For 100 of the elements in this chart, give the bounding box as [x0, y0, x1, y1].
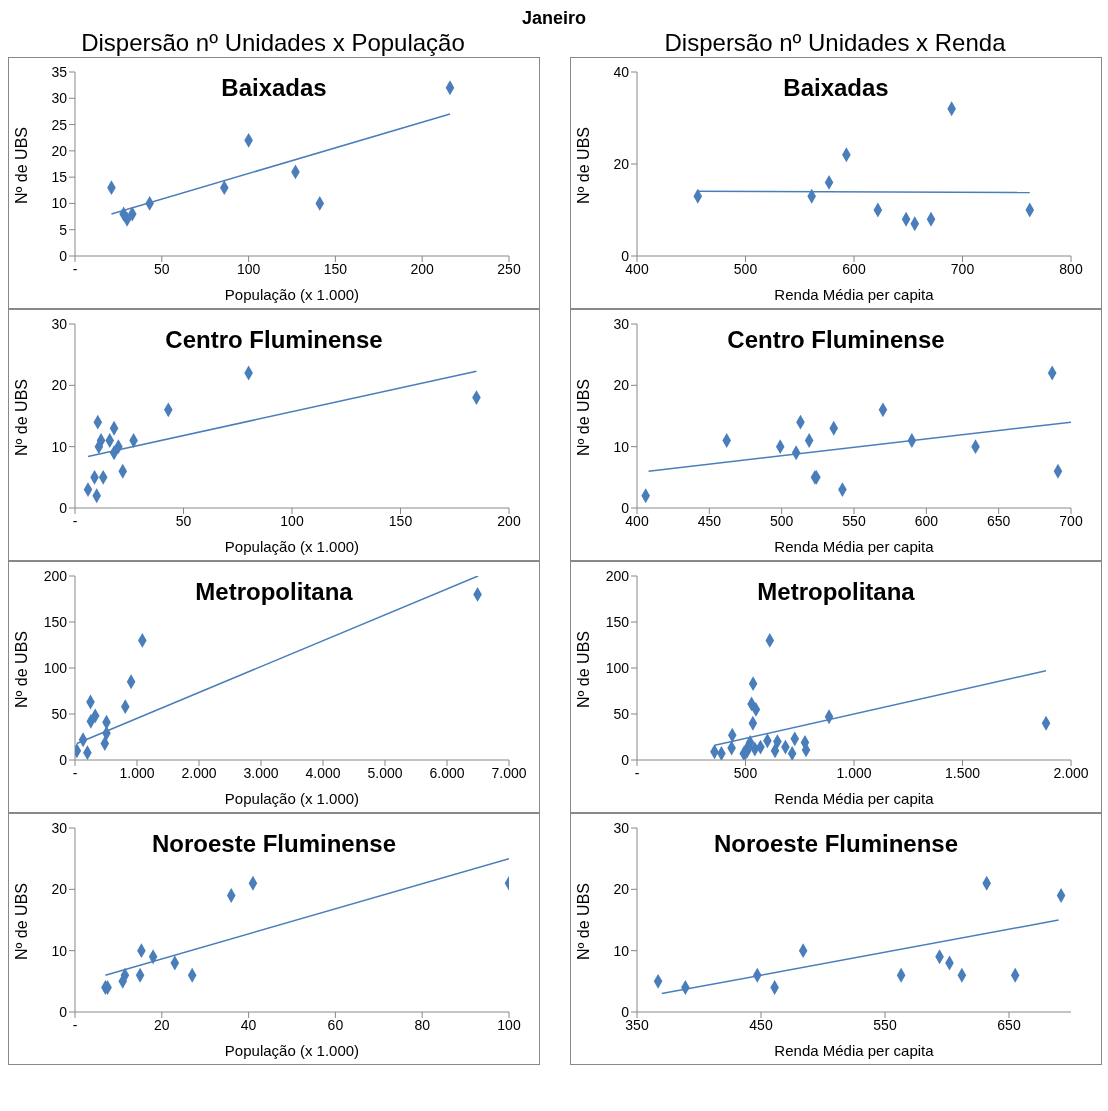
x-tick-label: 500: [733, 764, 758, 781]
y-tick-label: 0: [59, 247, 68, 264]
x-tick-label: 50: [175, 512, 192, 529]
x-tick-label: 5.000: [367, 764, 403, 781]
x-tick-label: 200: [497, 512, 521, 529]
x-tick-label: 650: [986, 512, 1011, 529]
x-tick-label: 800: [1059, 260, 1083, 277]
point: [787, 746, 797, 760]
chart-title: Centro Fluminense: [727, 326, 945, 353]
y-axis-title: Nº de UBS: [574, 379, 592, 456]
x-tick-label: 2.000: [181, 764, 217, 781]
x-tick-label: -: [72, 764, 78, 781]
x-tick-label: 650: [997, 1016, 1021, 1033]
y-tick-label: 5: [59, 221, 68, 238]
y-tick-label: 20: [613, 155, 630, 172]
y-tick-label: 0: [621, 751, 630, 768]
x-tick-label: 1.500: [944, 764, 981, 781]
x-tick-label: 200: [410, 260, 435, 277]
y-tick-label: 200: [43, 567, 68, 584]
chart-title: Noroeste Fluminense: [151, 830, 397, 857]
y-tick-label: 0: [59, 1003, 68, 1020]
x-tick-label: 450: [749, 1016, 773, 1033]
x-tick-label: 100: [280, 512, 304, 529]
y-tick-label: 30: [51, 819, 68, 836]
x-tick-label: 600: [914, 512, 939, 529]
text: Janeiro: [521, 8, 587, 29]
chart-title: Metropolitana: [757, 578, 915, 605]
y-axis-title: Nº de UBS: [574, 631, 592, 708]
y-tick-label: 15: [51, 169, 68, 186]
y-tick-label: 20: [613, 377, 630, 394]
y-axis-title: Nº de UBS: [574, 883, 592, 960]
x-tick-label: 500: [769, 512, 794, 529]
x-tick-label: -: [72, 512, 78, 529]
chart-title: Noroeste Fluminense: [713, 830, 959, 857]
y-tick-label: 20: [51, 377, 68, 394]
y-tick-label: 10: [613, 942, 630, 959]
chart-title: Baixadas: [221, 74, 327, 101]
x-tick-label: 20: [154, 1016, 170, 1033]
x-tick-label: 80: [414, 1016, 431, 1033]
x-axis-title: Renda Média per capita: [774, 790, 935, 807]
x-axis-title: População (x 1.000): [224, 538, 360, 555]
chart-subtitle: Dispersão nº Unidades x População: [80, 29, 466, 57]
x-tick-label: 1.000: [119, 764, 155, 781]
x-tick-label: 50: [154, 260, 170, 277]
y-tick-label: 20: [51, 142, 68, 159]
y-tick-label: 35: [51, 63, 68, 80]
y-tick-label: 50: [51, 705, 68, 722]
y-tick-label: 30: [613, 315, 630, 332]
x-tick-label: 500: [733, 260, 758, 277]
x-tick-label: 700: [950, 260, 975, 277]
x-tick-label: 150: [388, 512, 413, 529]
x-axis-title: Renda Média per capita: [774, 286, 935, 303]
y-axis-title: Nº de UBS: [12, 883, 30, 960]
x-tick-label: 100: [236, 260, 261, 277]
x-tick-label: -: [72, 1016, 78, 1033]
x-tick-label: 40: [240, 1016, 257, 1033]
y-tick-label: 10: [51, 942, 68, 959]
y-tick-label: 10: [613, 438, 630, 455]
x-tick-label: -: [634, 764, 640, 781]
x-tick-label: 6.000: [429, 764, 465, 781]
y-tick-label: 0: [59, 499, 68, 516]
y-tick-label: 10: [51, 195, 68, 212]
x-tick-label: 100: [497, 1016, 521, 1033]
x-axis-title: População (x 1.000): [224, 286, 360, 303]
x-tick-label: 550: [873, 1016, 897, 1033]
y-tick-label: 40: [613, 63, 630, 80]
x-tick-label: 4.000: [305, 764, 341, 781]
y-axis-title: Nº de UBS: [12, 379, 30, 456]
x-axis-title: Renda Média per capita: [774, 1042, 935, 1059]
x-tick-label: 150: [323, 260, 348, 277]
x-tick-label: 2.000: [1053, 764, 1089, 781]
y-tick-label: 20: [613, 881, 630, 898]
y-axis-title: Nº de UBS: [12, 631, 30, 708]
chart-title: Metropolitana: [195, 578, 353, 605]
y-tick-label: 20: [51, 881, 68, 898]
y-axis-title: Nº de UBS: [12, 127, 30, 204]
y-tick-label: 0: [59, 751, 68, 768]
y-axis-title: Nº de UBS: [574, 127, 592, 204]
y-tick-label: 100: [43, 659, 68, 676]
y-tick-label: 150: [43, 613, 68, 630]
chart-title: Centro Fluminense: [165, 326, 383, 353]
x-tick-label: -: [72, 260, 78, 277]
x-tick-label: 600: [842, 260, 866, 277]
chart-title: Baixadas: [783, 74, 889, 101]
y-tick-label: 100: [605, 659, 630, 676]
x-tick-label: 1.000: [836, 764, 872, 781]
y-tick-label: 30: [51, 90, 68, 107]
x-tick-label: 550: [842, 512, 866, 529]
x-tick-label: 60: [327, 1016, 344, 1033]
y-tick-label: 25: [51, 116, 68, 133]
x-axis-title: Renda Média per capita: [774, 538, 935, 555]
y-tick-label: 50: [613, 705, 630, 722]
x-axis-title: População (x 1.000): [224, 790, 360, 807]
x-tick-label: 700: [1059, 512, 1083, 529]
y-tick-label: 30: [51, 315, 68, 332]
y-tick-label: 30: [613, 819, 630, 836]
x-tick-label: 450: [697, 512, 722, 529]
chart-subtitle: Dispersão nº Unidades x Renda: [663, 29, 1007, 57]
y-tick-label: 200: [605, 567, 630, 584]
x-tick-label: 3.000: [243, 764, 279, 781]
